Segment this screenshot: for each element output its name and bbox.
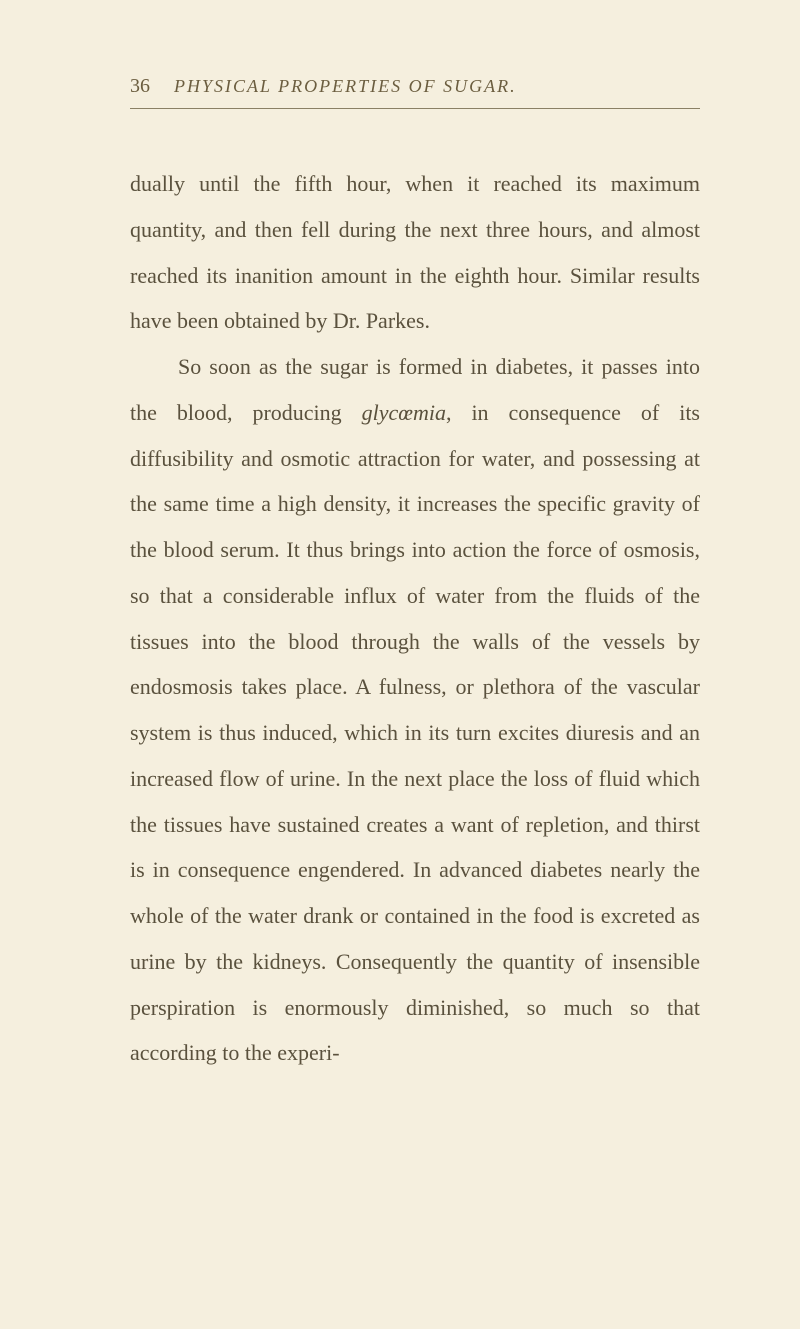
header-divider [130, 108, 700, 109]
paragraph-1: dually until the fifth hour, when it rea… [130, 161, 700, 344]
running-title: PHYSICAL PROPERTIES OF SUGAR. [174, 76, 517, 97]
page-container: 36 PHYSICAL PROPERTIES OF SUGAR. dually … [0, 0, 800, 1136]
page-number: 36 [130, 75, 150, 98]
paragraph-2-b: , in consequence of its diffusibility an… [130, 400, 700, 1066]
paragraph-2: So soon as the sugar is formed in diabet… [130, 344, 700, 1076]
body-text: dually until the fifth hour, when it rea… [130, 161, 700, 1076]
glycaemia-term: glycœmia [362, 400, 446, 425]
page-header: 36 PHYSICAL PROPERTIES OF SUGAR. [130, 75, 700, 98]
